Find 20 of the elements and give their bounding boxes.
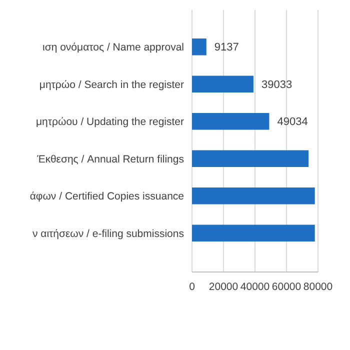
x-tick-label: 40000 [240,281,270,293]
data-label: 39033 [261,78,292,91]
y-tick-label: μητρώου / Updating the register [36,116,185,128]
x-tick-label: 0 [189,281,196,293]
x-tick-label: 20000 [208,281,238,293]
bar [192,76,254,93]
x-tick-label: 60000 [272,281,302,293]
data-label: 49034 [277,116,308,128]
data-label: 9137 [214,42,239,54]
y-tick-label: ν αιτήσεων / e-filing submissions [32,228,184,240]
bar [192,187,315,204]
x-tick-label: 80000 [303,281,333,293]
bar [192,38,206,56]
y-tick-label: μητρώο / Search in the register [39,78,184,91]
bar [192,224,315,242]
y-tick-label: Έκθεσης / Annual Return filings [36,153,184,166]
bar [192,150,309,168]
bar [192,112,270,130]
y-tick-label: άφων / Certified Copies issuance [30,190,184,203]
y-tick-label: ιση ονόματος / Name approval [42,42,184,54]
